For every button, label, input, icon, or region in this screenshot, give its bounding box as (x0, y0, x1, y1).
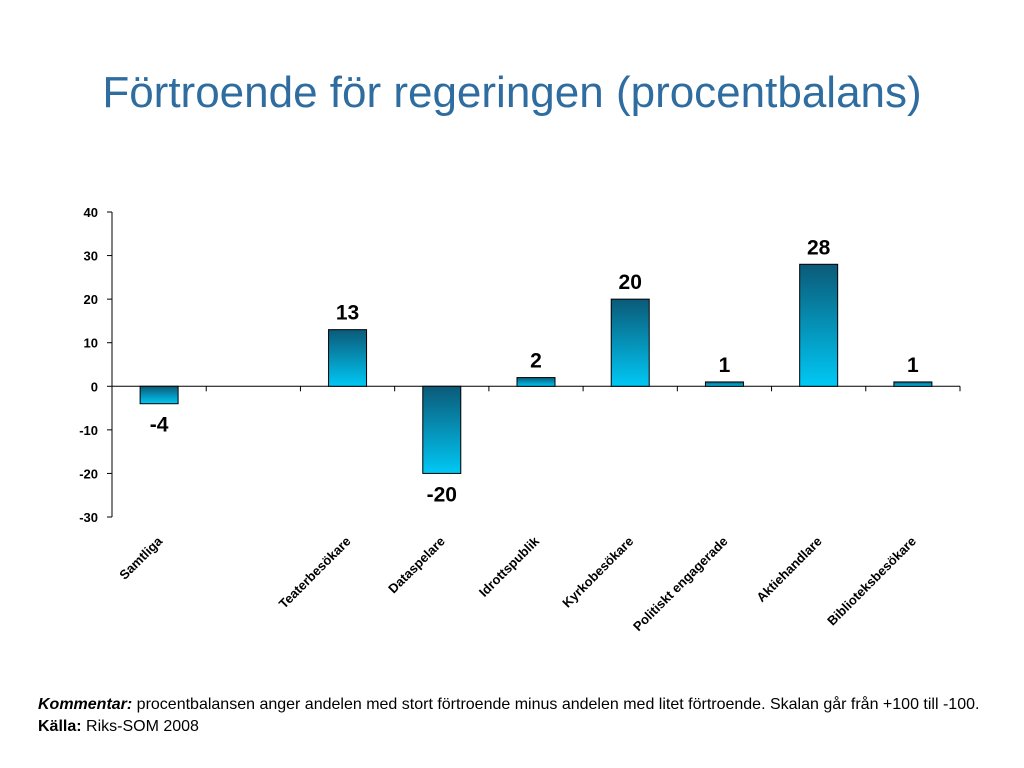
category-label: Politiskt engagerade (630, 534, 731, 635)
comment-text: procentbalansen anger andelen med stort … (132, 696, 980, 713)
source-label: Källa: (38, 718, 82, 735)
source-text: Riks-SOM 2008 (81, 718, 199, 735)
y-tick-label: 0 (91, 379, 98, 394)
category-label: Idrottspublik (476, 533, 543, 600)
y-tick-label: -10 (79, 423, 98, 438)
category-label: Samtliga (116, 533, 165, 582)
y-tick-label: 20 (84, 292, 98, 307)
y-tick-label: 10 (84, 336, 98, 351)
comment-label: Kommentar: (38, 696, 133, 713)
label-layer: 40 30 20 10 0 -10 -20 -30 -4 Samtliga 13 Teaterbesö… (79, 205, 919, 634)
bar (422, 385, 462, 474)
bar (893, 381, 933, 387)
page-title: Förtroende för regeringen (procentbalans… (102, 68, 922, 117)
bar (516, 377, 556, 387)
bar (610, 298, 650, 387)
bar-chart: 40 30 20 10 0 -10 -20 -30 -4 Samtliga 13 Teaterbesö… (79, 205, 961, 634)
category-label: Dataspelare (385, 534, 448, 597)
data-label: 13 (336, 302, 359, 325)
bar (139, 385, 179, 405)
y-tick-label: 40 (84, 205, 98, 220)
bar-layer (139, 263, 933, 474)
category-label: Aktiehandlare (753, 534, 824, 605)
y-tick-label: -30 (79, 510, 98, 525)
bar (328, 329, 368, 387)
bar (799, 263, 839, 387)
y-tick-label: 30 (84, 249, 98, 264)
category-label: Kyrkobesökare (559, 534, 636, 611)
data-label: 1 (907, 354, 919, 377)
data-label: -20 (427, 483, 457, 506)
data-label: 2 (530, 350, 542, 373)
comment-note: Kommentar: procentbalansen anger andelen… (38, 694, 998, 738)
bar (704, 381, 744, 387)
data-label: 20 (619, 271, 642, 294)
category-label: Teaterbesökare (276, 534, 354, 612)
data-label: 1 (719, 354, 731, 377)
data-label: 28 (807, 236, 831, 259)
y-tick-label: -20 (79, 466, 98, 481)
data-label: -4 (150, 414, 169, 437)
category-label: Biblioteksbesökare (824, 534, 919, 629)
